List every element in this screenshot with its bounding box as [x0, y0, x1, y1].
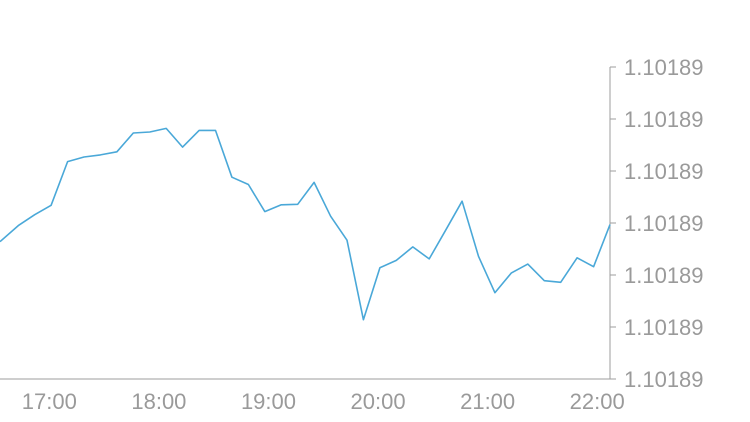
y-tick-label: 1.10189 — [624, 159, 704, 184]
y-axis-ticks: 1.10189 1.10189 1.10189 1.10189 1.10189 1.101… — [610, 55, 704, 392]
x-tick-label: 21:00 — [460, 389, 515, 414]
y-tick-label: 1.10189 — [624, 107, 704, 132]
x-axis-ticks: 17:00 18:00 19:00 20:00 21:00 22:00 — [22, 389, 625, 414]
x-tick-label: 17:00 — [22, 389, 77, 414]
y-tick-label: 1.10189 — [624, 263, 704, 288]
x-tick-label: 19:00 — [241, 389, 296, 414]
y-tick-label: 1.10189 — [624, 55, 704, 80]
y-tick-label: 1.10189 — [624, 315, 704, 340]
x-tick-label: 22:00 — [570, 389, 625, 414]
x-tick-label: 18:00 — [131, 389, 186, 414]
x-tick-label: 20:00 — [351, 389, 406, 414]
y-tick-label: 1.10189 — [624, 367, 704, 392]
y-tick-label: 1.10189 — [624, 211, 704, 236]
series-line-0 — [0, 127, 611, 321]
series-group — [0, 127, 611, 321]
